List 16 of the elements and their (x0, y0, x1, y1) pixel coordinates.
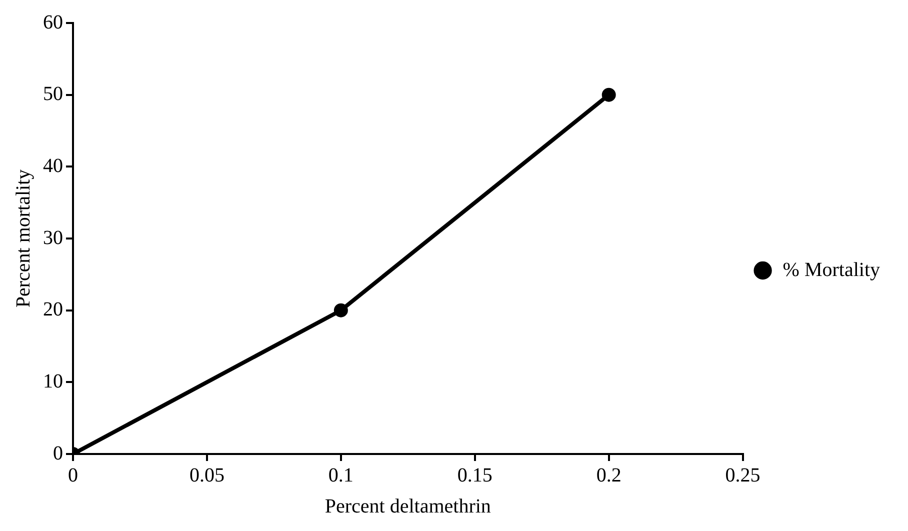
legend-label: % Mortality (782, 258, 880, 281)
x-tick-label: 0.15 (457, 464, 492, 486)
x-tick-label: 0.2 (596, 464, 622, 486)
y-tick-label: 50 (43, 83, 63, 106)
x-axis-title: Percent deltamethrin (324, 495, 491, 518)
x-tick-label: 0 (68, 464, 78, 486)
y-tick-label: 60 (43, 11, 63, 34)
y-tick-label: 40 (43, 154, 63, 177)
x-tick-label: 0.05 (189, 464, 224, 486)
y-axis-title: Percent mortality (12, 169, 34, 308)
y-tick-label: 0 (53, 442, 63, 464)
y-tick-label: 30 (43, 226, 63, 249)
y-tick-label: 20 (43, 298, 63, 321)
y-tick-label: 10 (43, 370, 63, 392)
x-tick-label: 0.25 (725, 464, 760, 486)
x-tick-label: 0.1 (328, 464, 354, 486)
